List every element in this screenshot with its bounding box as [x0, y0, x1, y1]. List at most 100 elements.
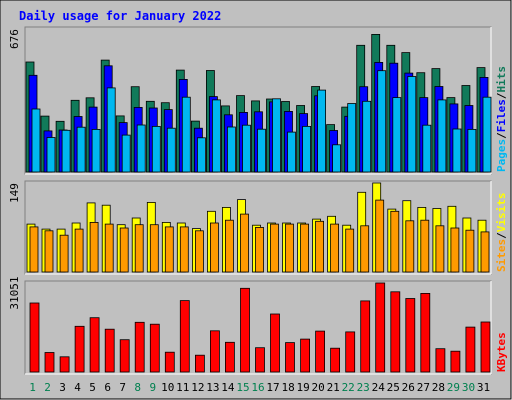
bar-sites-day-30 — [465, 229, 475, 273]
legend-label: KBytes — [495, 332, 508, 372]
legend-separator: / — [495, 232, 508, 239]
bar-sites-day-8 — [134, 224, 144, 273]
bar-pages-day-25 — [392, 97, 402, 173]
y-max-label: 676 — [8, 29, 21, 49]
legend-separator: / — [495, 132, 508, 139]
bar-pages-day-21 — [332, 144, 342, 173]
x-tick-day-13: 13 — [206, 381, 219, 394]
x-tick-day-22: 22 — [342, 381, 355, 394]
bar-pages-day-7 — [121, 134, 131, 173]
bar-kbytes-day-24 — [375, 282, 386, 373]
x-tick-day-2: 2 — [44, 381, 51, 394]
bar-sites-day-23 — [360, 225, 370, 273]
x-tick-day-6: 6 — [104, 381, 111, 394]
bar-kbytes-day-13 — [209, 330, 220, 373]
bar-sites-day-17 — [270, 223, 279, 273]
bar-sites-day-11 — [179, 226, 189, 273]
x-tick-day-24: 24 — [372, 381, 386, 394]
bar-kbytes-day-17 — [270, 313, 280, 373]
legend-kbytes: KBytes — [495, 332, 508, 372]
bar-pages-day-1 — [31, 108, 41, 173]
bar-kbytes-day-21 — [330, 347, 341, 373]
bar-sites-day-2 — [44, 230, 54, 273]
bar-sites-day-9 — [149, 224, 159, 273]
bar-sites-day-4 — [74, 228, 84, 273]
bar-pages-day-28 — [437, 99, 447, 173]
bar-sites-day-14 — [224, 219, 234, 273]
x-tick-day-27: 27 — [417, 381, 430, 394]
bar-sites-day-1 — [29, 226, 39, 273]
bar-sites-day-10 — [164, 226, 174, 273]
bar-pages-day-20 — [317, 89, 327, 173]
bar-kbytes-day-4 — [74, 325, 85, 373]
bar-pages-day-11 — [181, 96, 191, 173]
bar-pages-day-18 — [287, 131, 296, 173]
bar-sites-day-20 — [315, 220, 325, 273]
x-tick-day-4: 4 — [74, 381, 81, 394]
bar-pages-day-17 — [272, 98, 281, 173]
bar-sites-day-28 — [435, 225, 445, 273]
bar-sites-day-15 — [240, 213, 249, 273]
bar-sites-day-3 — [59, 234, 69, 273]
x-tick-day-1: 1 — [29, 381, 36, 394]
bar-pages-day-12 — [196, 137, 206, 173]
x-tick-day-12: 12 — [191, 381, 204, 394]
x-tick-day-29: 29 — [447, 381, 460, 394]
bar-sites-day-18 — [285, 223, 294, 273]
bar-kbytes-day-15 — [240, 287, 250, 373]
series-pages — [31, 70, 492, 173]
bar-sites-day-31 — [480, 231, 490, 273]
x-tick-day-5: 5 — [89, 381, 96, 394]
legend-hits: Hits — [495, 66, 508, 93]
bar-sites-day-12 — [194, 230, 204, 273]
bar-kbytes-day-11 — [179, 300, 190, 373]
bar-kbytes-day-25 — [390, 291, 401, 373]
x-tick-day-10: 10 — [161, 381, 174, 394]
x-tick-day-31: 31 — [477, 381, 490, 394]
bar-kbytes-day-30 — [465, 326, 476, 373]
bar-pages-day-14 — [226, 126, 236, 173]
x-tick-day-11: 11 — [176, 381, 189, 394]
series-kbytes — [29, 282, 491, 373]
series-sites — [29, 199, 490, 273]
x-tick-day-7: 7 — [119, 381, 126, 394]
bar-kbytes-day-10 — [164, 351, 175, 373]
bar-pages-day-8 — [136, 124, 146, 173]
bar-kbytes-day-19 — [300, 338, 311, 373]
bar-pages-day-29 — [452, 128, 462, 173]
x-tick-day-9: 9 — [149, 381, 156, 394]
bar-pages-day-27 — [422, 124, 432, 173]
x-tick-day-17: 17 — [266, 381, 279, 394]
x-tick-day-8: 8 — [134, 381, 141, 394]
bar-sites-day-27 — [420, 219, 430, 273]
bar-sites-day-25 — [390, 210, 400, 273]
bar-kbytes-day-18 — [285, 342, 295, 373]
y-max-label: 31051 — [8, 276, 21, 309]
x-tick-day-21: 21 — [327, 381, 340, 394]
bar-kbytes-day-3 — [59, 356, 70, 373]
bar-pages-day-3 — [61, 129, 71, 173]
bar-kbytes-day-2 — [44, 352, 55, 373]
legend-pages: Pages — [495, 139, 508, 172]
bar-kbytes-day-23 — [360, 300, 371, 373]
bar-sites-day-6 — [104, 223, 114, 273]
legend-visits: Visits — [495, 193, 508, 233]
legend-sites: Sites — [495, 239, 508, 272]
bar-kbytes-day-8 — [134, 321, 145, 373]
bar-kbytes-day-16 — [255, 347, 265, 373]
x-tick-day-16: 16 — [251, 381, 264, 394]
bar-pages-day-13 — [211, 99, 221, 173]
bar-pages-day-24 — [377, 70, 387, 173]
bar-kbytes-day-22 — [345, 331, 356, 373]
bar-pages-day-4 — [76, 126, 86, 173]
bar-kbytes-day-20 — [315, 330, 326, 373]
x-tick-day-19: 19 — [296, 381, 309, 394]
x-tick-day-23: 23 — [357, 381, 370, 394]
bar-sites-day-16 — [255, 226, 264, 273]
legend-label: Sites/Visits — [495, 193, 508, 273]
panel-3: 31051 KBytes — [8, 276, 508, 375]
bar-kbytes-day-14 — [224, 341, 235, 373]
chart-panels: 676Pages/Files/Hits149Sites/Visits31051K… — [8, 26, 508, 375]
